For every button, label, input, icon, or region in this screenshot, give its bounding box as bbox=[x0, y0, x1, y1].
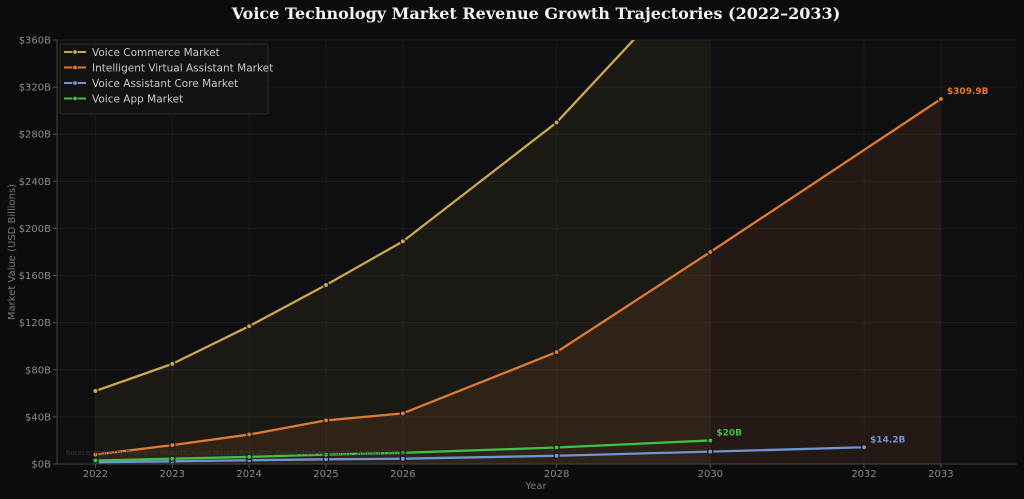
data-point bbox=[399, 410, 407, 417]
data-point bbox=[92, 451, 99, 458]
data-point bbox=[860, 444, 868, 451]
y-tick-label: $360B bbox=[19, 36, 51, 47]
legend-swatch-marker bbox=[72, 80, 78, 86]
legend: Voice Commerce Market Intelligent Virtual… bbox=[59, 43, 273, 115]
legend-swatch-marker bbox=[72, 95, 78, 102]
legend-entry-label: Voice Assistant Core Market bbox=[92, 78, 238, 90]
x-tick-label: 2025 bbox=[313, 469, 338, 480]
data-point bbox=[245, 431, 253, 438]
y-tick-label: $280B bbox=[19, 130, 51, 141]
area-fills bbox=[95, 40, 941, 464]
x-tick-label: 2022 bbox=[83, 469, 108, 480]
end-labels: $309.9B $14.2B $20B bbox=[716, 87, 988, 445]
data-point bbox=[169, 360, 176, 368]
legend-box bbox=[59, 43, 269, 115]
x-tick-label: 2024 bbox=[236, 469, 261, 480]
legend-swatch-marker bbox=[72, 49, 78, 55]
x-tick-label: 2030 bbox=[698, 469, 723, 480]
data-point bbox=[169, 455, 176, 462]
legend-swatch-marker bbox=[72, 64, 78, 71]
end-value-label: $14.2B bbox=[870, 435, 905, 445]
data-point bbox=[553, 119, 560, 126]
y-tick-label: $240B bbox=[19, 177, 51, 188]
y-tick-label: $320B bbox=[19, 83, 51, 94]
data-point bbox=[92, 457, 99, 464]
series-points bbox=[92, 95, 945, 464]
end-value-label: $309.9B bbox=[947, 87, 989, 97]
x-tick-label: 2032 bbox=[851, 469, 876, 480]
legend-entry-label: Voice Commerce Market bbox=[92, 47, 220, 59]
end-value-label: $20B bbox=[716, 428, 742, 438]
x-tick-label: 2028 bbox=[544, 469, 569, 480]
data-point bbox=[937, 95, 945, 103]
series-line-1 bbox=[95, 98, 942, 456]
y-tick-label: $40B bbox=[25, 412, 51, 423]
data-point bbox=[399, 449, 407, 457]
data-point bbox=[399, 455, 407, 462]
data-point bbox=[322, 281, 330, 289]
area-fill-0 bbox=[95, 40, 711, 464]
data-point bbox=[553, 348, 560, 356]
x-axis-label: Year bbox=[524, 481, 547, 492]
data-point bbox=[322, 451, 330, 458]
y-axis-label: Market Value (USD Billions) bbox=[7, 184, 18, 320]
data-point bbox=[707, 437, 714, 444]
data-point bbox=[553, 444, 560, 451]
x-tick-label: 2033 bbox=[928, 469, 953, 480]
data-point bbox=[169, 441, 176, 449]
data-point bbox=[92, 387, 99, 395]
axes: $0B $40B $80B $120B $160B $200B $240B $280B $320… bbox=[19, 36, 1017, 480]
data-point bbox=[245, 453, 253, 461]
y-tick-label: $120B bbox=[19, 318, 51, 329]
area-fill-1 bbox=[95, 99, 941, 464]
y-tick-label: $200B bbox=[19, 224, 51, 235]
y-tick-label: $80B bbox=[25, 365, 51, 376]
data-point bbox=[707, 448, 714, 455]
data-point bbox=[553, 452, 560, 459]
source-note: Source: Industry Research Reports, Allie… bbox=[66, 449, 407, 457]
chart-title: Voice Technology Market Revenue Growth T… bbox=[231, 4, 841, 23]
x-tick-label: 2023 bbox=[160, 469, 185, 480]
data-point bbox=[707, 248, 714, 256]
series-line-2 bbox=[95, 446, 865, 464]
data-point bbox=[399, 238, 407, 245]
data-point bbox=[322, 417, 330, 424]
legend-entry-label: Intelligent Virtual Assistant Market bbox=[92, 62, 273, 74]
legend-entry-label: Voice App Market bbox=[92, 93, 183, 105]
y-tick-label: $0B bbox=[31, 460, 51, 471]
x-tick-label: 2026 bbox=[390, 469, 415, 480]
y-tick-label: $160B bbox=[19, 271, 51, 282]
data-point bbox=[245, 323, 253, 330]
